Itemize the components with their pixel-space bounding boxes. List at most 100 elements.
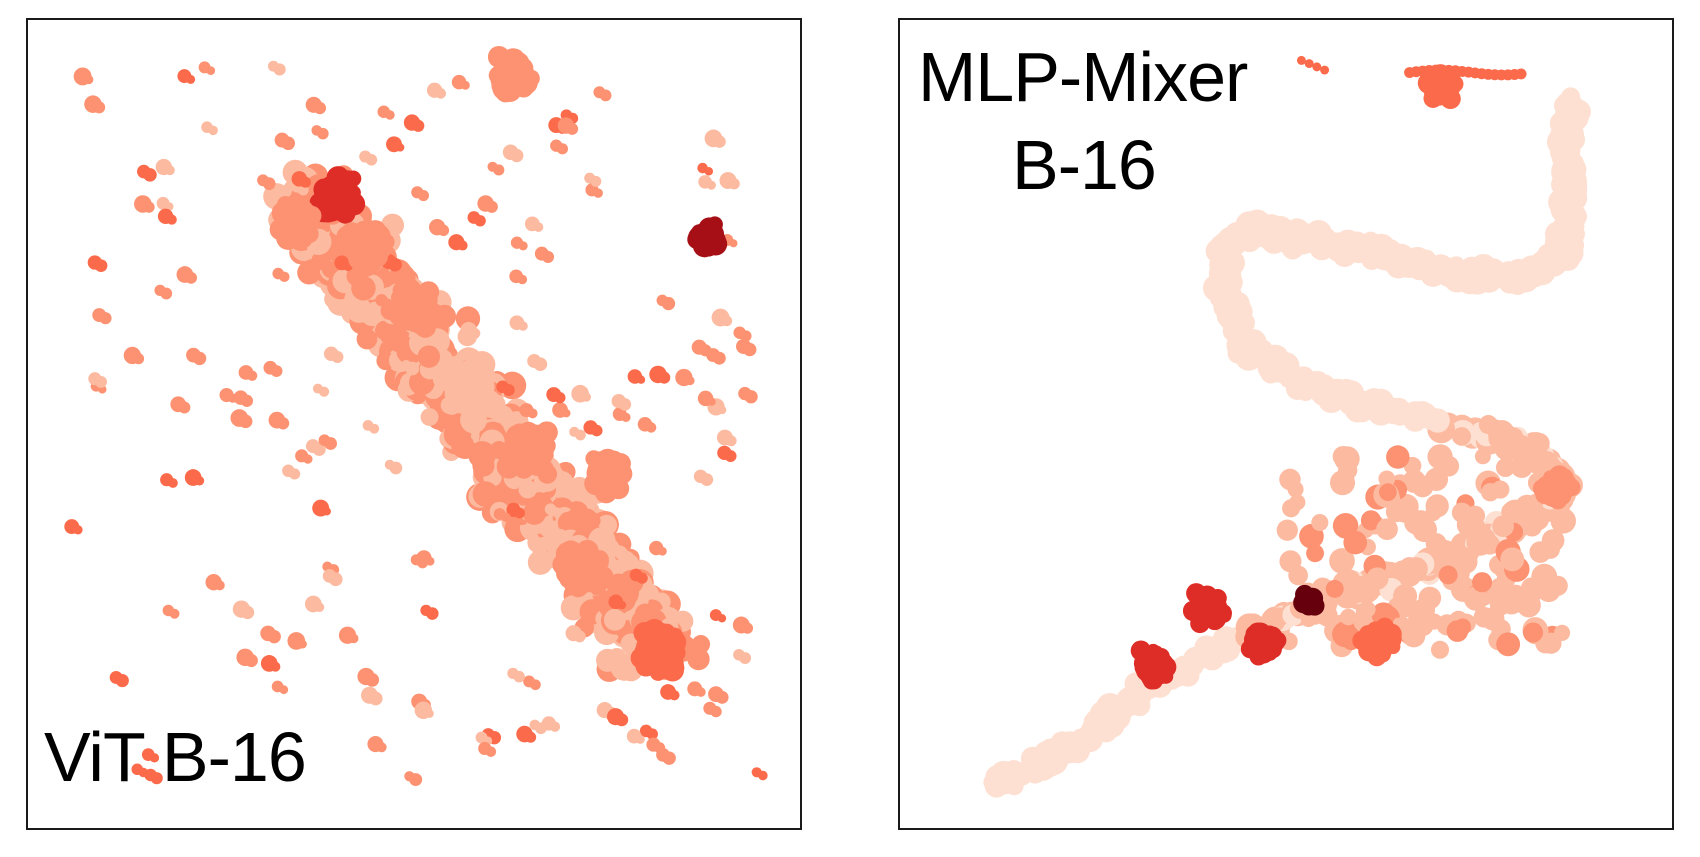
scatter-point: [143, 201, 155, 213]
scatter-point: [1275, 360, 1297, 382]
scatter-point: [1522, 258, 1543, 280]
scatter-point: [529, 679, 541, 691]
scatter-point: [1563, 186, 1584, 207]
scatter-point: [1343, 231, 1370, 258]
scatter-point: [1452, 545, 1471, 564]
scatter-point: [1325, 579, 1344, 598]
scatter-point: [646, 728, 658, 740]
scatter-point: [1526, 432, 1547, 452]
scatter-point: [741, 622, 754, 634]
scatter-point: [1287, 481, 1304, 498]
scatter-point: [299, 176, 311, 188]
scatter-point: [186, 74, 196, 84]
scatter-point: [425, 556, 435, 566]
cluster-point: [652, 644, 672, 664]
scatter-point: [743, 342, 757, 357]
scatter-point: [1426, 613, 1443, 630]
scatter-point: [1298, 223, 1322, 247]
scatter-point: [1544, 221, 1572, 248]
scatter-point: [713, 135, 726, 148]
scatter-point: [1488, 428, 1509, 449]
scatter-point: [707, 397, 716, 406]
scatter-point: [522, 501, 546, 525]
scatter-point: [238, 414, 253, 429]
mixer-scatter-panel: MLP-Mixer B-16: [898, 18, 1674, 830]
scatter-point: [1358, 600, 1376, 618]
scatter-point: [160, 287, 173, 300]
scatter-point: [744, 390, 758, 404]
scatter-point: [1550, 508, 1576, 534]
scatter-point: [489, 441, 509, 460]
mixer-panel-label-line1: MLP-Mixer: [918, 38, 1248, 116]
scatter-point: [1502, 427, 1524, 448]
scatter-point: [1561, 112, 1580, 131]
scatter-point: [1470, 253, 1497, 280]
scatter-point: [1329, 548, 1355, 574]
scatter-point: [425, 709, 434, 718]
cluster-point: [400, 307, 422, 329]
scatter-point: [206, 66, 216, 76]
scatter-point: [365, 672, 380, 687]
scatter-point: [541, 250, 555, 263]
scatter-point: [435, 88, 447, 99]
scatter-point: [596, 648, 620, 672]
scatter-point: [1474, 448, 1491, 465]
mixer-scatter-plot: [983, 55, 1591, 798]
scatter-point: [1296, 55, 1306, 65]
scatter-point: [510, 148, 524, 163]
scatter-point: [1510, 455, 1534, 479]
scatter-point: [1366, 567, 1389, 590]
scatter-point: [240, 394, 254, 407]
scatter-point: [704, 166, 714, 176]
vit-scatter-panel: ViT B-16: [26, 18, 802, 830]
scatter-point: [1404, 510, 1428, 535]
scatter-point: [303, 454, 313, 464]
scatter-point: [1100, 713, 1125, 738]
scatter-point: [460, 80, 470, 90]
scatter-point: [556, 143, 569, 155]
scatter-point: [658, 371, 671, 384]
scatter-point: [312, 442, 326, 456]
scatter-point: [617, 600, 627, 610]
scatter-point: [1425, 532, 1447, 554]
scatter-point: [228, 393, 238, 403]
scatter-point: [541, 533, 560, 552]
scatter-point: [115, 674, 129, 688]
scatter-point: [1312, 62, 1322, 72]
scatter-point: [1317, 380, 1339, 402]
cluster-point: [525, 453, 544, 471]
cluster-point: [667, 643, 686, 663]
scatter-point: [615, 713, 629, 727]
cluster-point: [349, 233, 373, 258]
scatter-point: [1304, 59, 1314, 69]
cluster-point: [1542, 482, 1564, 504]
scatter-point: [1288, 565, 1308, 586]
scatter-point: [1438, 455, 1460, 477]
scatter-point: [1376, 244, 1396, 264]
cluster-point: [524, 433, 543, 452]
scatter-point: [348, 633, 359, 644]
scatter-point: [513, 670, 525, 683]
scatter-point: [1438, 565, 1458, 585]
scatter-point: [322, 507, 331, 516]
scatter-point: [696, 687, 706, 697]
scatter-point: [208, 125, 218, 136]
cluster-point: [460, 378, 477, 395]
scatter-point: [1217, 237, 1242, 261]
scatter-point: [525, 731, 537, 743]
scatter-point: [662, 751, 676, 765]
scatter-point: [331, 350, 344, 364]
scatter-point: [469, 327, 481, 339]
scatter-point: [1376, 518, 1398, 541]
scatter-point: [1402, 250, 1429, 278]
scatter-point: [485, 746, 497, 757]
scatter-point: [1050, 731, 1075, 756]
scatter-point: [718, 405, 727, 415]
scatter-point: [95, 375, 107, 388]
scatter-point: [549, 721, 561, 732]
scatter-point: [1077, 725, 1099, 747]
scatter-point: [1393, 584, 1418, 609]
scatter-point: [276, 417, 290, 430]
scatter-point: [1334, 446, 1360, 472]
scatter-point: [502, 383, 515, 396]
